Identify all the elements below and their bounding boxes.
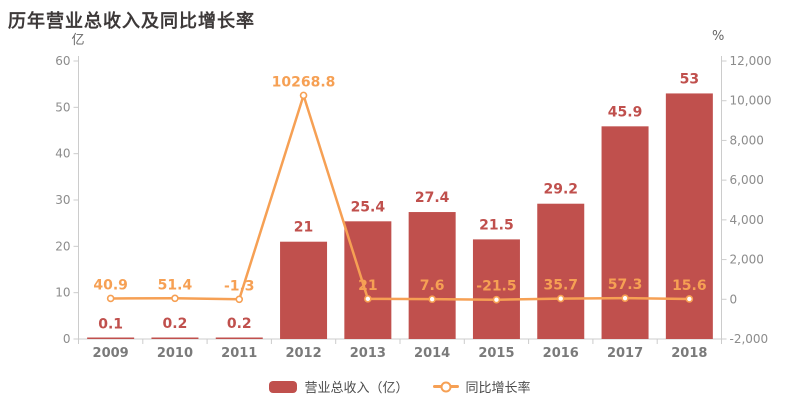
left-axis-unit-label: 亿 — [71, 33, 85, 48]
bar-value-2012: 21 — [294, 220, 313, 236]
line-value-2017: 57.3 — [608, 277, 643, 293]
legend-label-growth: 同比增长率 — [465, 381, 531, 396]
x-label-2014: 2014 — [414, 346, 450, 361]
right-axis-tick-label: 4,000 — [730, 213, 764, 227]
legend-dot-glyph — [440, 381, 451, 392]
line-value-2011: -1.3 — [224, 278, 255, 294]
left-axis-tick-label: 30 — [55, 193, 70, 207]
line-series-marker — [432, 380, 459, 393]
bar-2016 — [537, 203, 585, 339]
line-value-2014: 7.6 — [420, 278, 445, 294]
line-value-2010: 51.4 — [158, 277, 193, 293]
left-axis-tick-label: 20 — [55, 239, 70, 253]
legend-item-growth[interactable]: 同比增长率 — [432, 377, 531, 396]
x-label-2013: 2013 — [350, 346, 386, 361]
line-point-2009 — [106, 294, 115, 303]
x-label-2016: 2016 — [543, 346, 579, 361]
bar-value-2016: 29.2 — [543, 182, 578, 198]
right-axis-tick-label: 2,000 — [730, 253, 764, 267]
left-axis-tick-label: 50 — [55, 100, 70, 114]
left-axis-tick-label: 60 — [55, 54, 70, 68]
bar-value-2010: 0.2 — [163, 316, 188, 332]
chart-legend: 营业总收入（亿） 同比增长率 — [0, 377, 800, 396]
x-label-2011: 2011 — [221, 346, 257, 361]
x-label-2017: 2017 — [607, 346, 643, 361]
line-point-2011 — [235, 295, 244, 304]
right-axis-tick-label: -2,000 — [730, 332, 769, 346]
right-axis-tick-label: 10,000 — [730, 94, 772, 108]
bar-value-2011: 0.2 — [227, 316, 252, 332]
line-point-2012 — [299, 91, 308, 100]
bar-value-2014: 27.4 — [415, 190, 450, 206]
bar-2009 — [87, 337, 135, 339]
line-value-2013: 21 — [358, 278, 377, 294]
bar-value-2009: 0.1 — [98, 317, 123, 333]
line-value-2015: -21.5 — [476, 279, 516, 295]
line-point-2016 — [556, 294, 565, 303]
legend-item-revenue[interactable]: 营业总收入（亿） — [269, 377, 409, 396]
right-axis-tick-label: 8,000 — [730, 133, 764, 147]
bar-2013 — [344, 221, 392, 339]
line-point-2017 — [621, 294, 629, 302]
bar-2010 — [151, 337, 199, 339]
bar-value-2017: 45.9 — [608, 104, 643, 120]
x-label-2018: 2018 — [671, 346, 707, 361]
bar-2017 — [601, 126, 649, 339]
x-label-2009: 2009 — [93, 346, 129, 361]
bar-value-2013: 25.4 — [351, 199, 386, 215]
bar-series-swatch — [269, 380, 298, 393]
bar-2014 — [408, 212, 456, 339]
left-axis-tick-label: 40 — [55, 147, 70, 161]
line-value-2012: 10268.8 — [272, 74, 336, 90]
x-label-2010: 2010 — [157, 346, 193, 361]
legend-label-revenue: 营业总收入（亿） — [304, 381, 409, 396]
x-label-2012: 2012 — [285, 346, 321, 361]
right-axis-tick-label: 12,000 — [730, 54, 772, 68]
line-value-2018: 15.6 — [672, 278, 707, 294]
line-point-2010 — [171, 294, 179, 303]
line-value-2009: 40.9 — [93, 277, 128, 293]
line-point-2013 — [364, 295, 372, 303]
x-label-2015: 2015 — [478, 346, 514, 361]
bar-value-2015: 21.5 — [479, 217, 514, 233]
left-axis-tick-label: 0 — [63, 332, 71, 346]
line-point-2014 — [428, 295, 436, 303]
left-axis-tick-label: 10 — [55, 286, 70, 300]
bar-2011 — [215, 337, 263, 339]
bar-2015 — [472, 239, 520, 339]
line-value-2016: 35.7 — [543, 278, 578, 294]
right-axis-tick-label: 0 — [730, 292, 738, 306]
growth-line — [110, 94, 690, 301]
right-axis-tick-label: 6,000 — [730, 173, 764, 187]
right-axis-unit-label: % — [712, 29, 725, 44]
bar-2012 — [280, 241, 328, 339]
line-point-2018 — [685, 295, 694, 303]
chart-title: 历年营业总收入及同比增长率 — [8, 11, 255, 32]
bar-value-2018: 53 — [680, 71, 699, 87]
line-point-2015 — [492, 295, 501, 304]
